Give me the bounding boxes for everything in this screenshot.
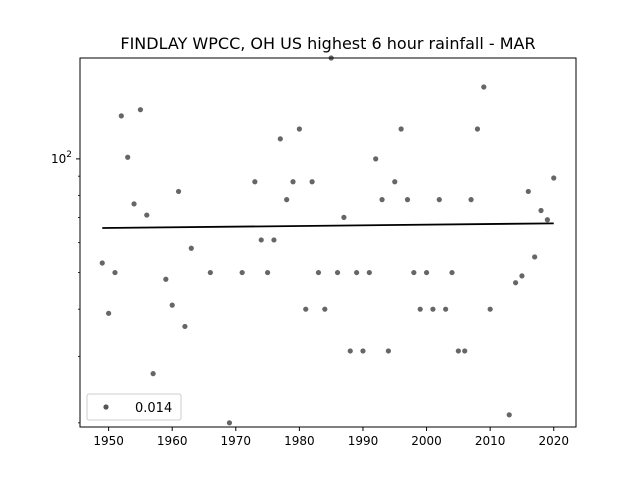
data-point bbox=[468, 197, 474, 203]
plot-area bbox=[80, 58, 576, 427]
data-point bbox=[163, 276, 169, 282]
data-point bbox=[481, 84, 487, 90]
data-point bbox=[379, 197, 385, 203]
data-point bbox=[296, 126, 302, 132]
data-point bbox=[385, 348, 392, 354]
data-point bbox=[264, 269, 271, 276]
data-point bbox=[366, 269, 372, 276]
x-tick-label: 1960 bbox=[157, 434, 188, 448]
data-point bbox=[512, 280, 519, 286]
data-point bbox=[487, 306, 493, 312]
data-point bbox=[443, 306, 449, 312]
data-point bbox=[398, 126, 404, 132]
data-point bbox=[315, 269, 322, 276]
data-point bbox=[373, 156, 379, 162]
data-point bbox=[309, 179, 315, 185]
data-points bbox=[99, 55, 557, 426]
legend-label: 0.014 bbox=[135, 401, 172, 416]
data-point bbox=[252, 179, 258, 185]
x-tick-label: 1970 bbox=[221, 434, 252, 448]
legend-box bbox=[86, 393, 182, 421]
data-point bbox=[277, 136, 283, 142]
data-point bbox=[182, 323, 188, 330]
axis-ticks: 1950 1960 1970 1980 1990 2000 2010 2020 102 bbox=[51, 150, 569, 448]
legend: 0.014 bbox=[86, 393, 182, 421]
data-point bbox=[532, 254, 538, 260]
data-point bbox=[354, 269, 360, 276]
data-point bbox=[449, 269, 455, 276]
data-point bbox=[417, 306, 423, 312]
data-point bbox=[506, 412, 512, 418]
data-point bbox=[239, 269, 245, 276]
data-point bbox=[430, 306, 436, 312]
data-point bbox=[436, 197, 442, 203]
data-point bbox=[284, 197, 290, 203]
data-point bbox=[411, 269, 417, 276]
data-point bbox=[347, 348, 353, 354]
data-point bbox=[341, 214, 347, 220]
x-tick-label: 2000 bbox=[411, 434, 442, 448]
data-point bbox=[207, 269, 213, 276]
plot-frame bbox=[79, 57, 577, 428]
y-tick-label: 102 bbox=[51, 150, 72, 166]
data-point bbox=[392, 179, 398, 185]
data-point bbox=[303, 306, 309, 312]
data-point bbox=[112, 269, 118, 276]
data-point bbox=[175, 188, 182, 195]
data-point bbox=[538, 207, 544, 214]
data-point bbox=[322, 306, 328, 312]
x-tick-label: 2020 bbox=[538, 434, 569, 448]
data-point bbox=[360, 348, 366, 354]
data-point bbox=[290, 179, 296, 185]
legend-marker bbox=[103, 404, 109, 410]
data-point bbox=[118, 113, 124, 119]
data-point bbox=[334, 269, 341, 276]
data-point bbox=[131, 201, 137, 207]
x-tick-label: 1990 bbox=[348, 434, 379, 448]
data-point bbox=[144, 212, 150, 218]
data-point bbox=[551, 175, 557, 181]
data-point bbox=[404, 197, 411, 203]
data-point bbox=[462, 348, 468, 354]
data-point bbox=[226, 420, 233, 426]
x-tick-label: 2010 bbox=[475, 434, 506, 448]
data-point bbox=[106, 310, 112, 316]
data-point bbox=[455, 348, 461, 354]
data-point bbox=[150, 371, 156, 377]
data-point bbox=[137, 107, 144, 113]
trend-line bbox=[102, 222, 554, 229]
data-point bbox=[188, 245, 194, 251]
chart-title: FINDLAY WPCC, OH US highest 6 hour rainf… bbox=[120, 34, 535, 53]
x-tick-label: 1980 bbox=[284, 434, 315, 448]
data-point bbox=[519, 273, 525, 279]
data-point bbox=[423, 269, 430, 276]
data-point bbox=[474, 126, 481, 132]
data-point bbox=[271, 237, 277, 243]
data-point bbox=[525, 188, 531, 195]
data-point bbox=[258, 237, 264, 243]
data-point bbox=[125, 154, 131, 160]
x-tick-label: 1950 bbox=[93, 434, 124, 448]
data-point bbox=[99, 260, 105, 266]
data-point bbox=[544, 217, 550, 223]
data-point bbox=[169, 302, 175, 308]
